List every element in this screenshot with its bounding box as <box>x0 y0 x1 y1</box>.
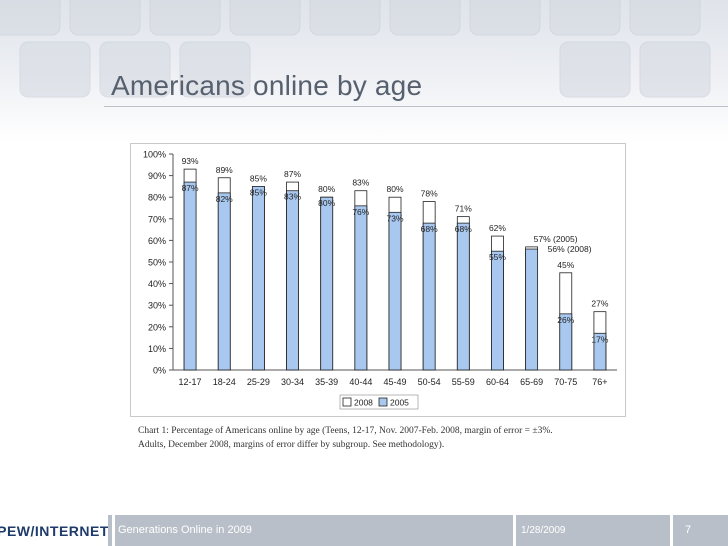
footer-title: Generations Online in 2009 <box>118 524 252 536</box>
bar-2005 <box>251 186 265 371</box>
data-label-2008: 62% <box>489 223 506 233</box>
bar-2005 <box>491 250 504 371</box>
data-label-2008: 80% <box>386 184 403 194</box>
y-tick-label: 80% <box>148 193 166 203</box>
legend-label-2005: 2005 <box>390 398 409 408</box>
bar-2005 <box>559 313 573 371</box>
legend-box <box>339 394 419 410</box>
data-label-2008: 57% (2005) <box>534 234 578 244</box>
y-tick-label: 40% <box>148 279 166 289</box>
title-divider <box>104 106 728 107</box>
y-tick-label: 30% <box>148 301 166 311</box>
data-label-2005: 76% <box>352 207 369 217</box>
data-label-2005: 82% <box>216 194 233 204</box>
x-tick-label: 25-29 <box>247 377 270 387</box>
y-tick-label: 70% <box>148 214 166 224</box>
bar-2005 <box>593 332 607 371</box>
data-label-2008: 78% <box>421 189 438 199</box>
x-tick-label: 50-54 <box>418 377 441 387</box>
legend-swatch-2005 <box>378 397 388 407</box>
data-label-2008: 45% <box>557 260 574 270</box>
bar-2005 <box>286 190 299 371</box>
data-label-2005: 73% <box>386 213 403 223</box>
bar-chart: 0% 10% 20% 30% 40% 50% 60% 70% 80% 90% 100% 12-17 93… <box>143 150 617 410</box>
y-tick-label: 60% <box>148 236 166 246</box>
x-tick-label: 55-59 <box>452 377 475 387</box>
data-label-2008: 89% <box>216 165 233 175</box>
y-tick-label: 10% <box>148 344 166 354</box>
caption-line-2: Adults, December 2008, margins of error … <box>138 440 445 450</box>
x-tick-label: 45-49 <box>383 377 406 387</box>
data-label-2008: 87% <box>284 169 301 179</box>
data-label-2008: 80% <box>318 184 335 194</box>
bar-2005 <box>354 205 368 371</box>
bar-2005 <box>183 181 197 371</box>
x-tick-label: 65-69 <box>520 377 543 387</box>
footer-bar <box>108 515 728 546</box>
data-label-2005: 85% <box>250 187 267 197</box>
bar-2005 <box>456 222 470 371</box>
y-tick-label: 90% <box>148 171 166 181</box>
data-label-2005: 55% <box>489 252 506 262</box>
x-tick-label: 60-64 <box>486 377 509 387</box>
bar-2005 <box>320 196 334 371</box>
data-label-2008: 85% <box>250 173 267 183</box>
legend-label-2008: 2008 <box>354 398 373 408</box>
page-number: 7 <box>685 524 692 536</box>
x-tick-label: 12-17 <box>179 377 202 387</box>
bar-2005 <box>388 211 402 371</box>
legend-swatch-2008 <box>342 397 352 407</box>
data-label-2008: 71% <box>455 204 472 214</box>
x-tick-label: 30-34 <box>281 377 304 387</box>
data-label-2005: 87% <box>182 183 199 193</box>
data-label-2005: 56% (2008) <box>548 244 592 254</box>
y-tick-label: 50% <box>148 258 166 268</box>
bar-2005 <box>217 192 231 371</box>
data-label-2008: 83% <box>352 178 369 188</box>
y-tick-label: 100% <box>143 150 166 160</box>
keyboard-background <box>0 0 711 98</box>
y-tick-label: 20% <box>148 322 166 332</box>
x-tick-label: 35-39 <box>315 377 338 387</box>
footer-date: 1/28/2009 <box>521 525 566 536</box>
data-label-2008: 27% <box>591 299 608 309</box>
x-tick-label: 40-44 <box>349 377 372 387</box>
chart-frame: 0% 10% 20% 30% 40% 50% 60% 70% 80% 90% 100% 12-17 93… <box>130 143 626 417</box>
data-label-2005: 68% <box>421 224 438 234</box>
data-label-2005: 26% <box>557 315 574 325</box>
x-tick-label: 70-75 <box>554 377 577 387</box>
x-tick-label: 18-24 <box>213 377 236 387</box>
pew-internet-logo: PEW/INTERNET <box>0 522 109 539</box>
y-tick-label: 0% <box>153 366 166 376</box>
x-tick-label: 76+ <box>592 377 607 387</box>
footer-divider <box>513 515 516 546</box>
bar-2005 <box>422 222 436 371</box>
slide-title: Americans online by age <box>111 70 423 101</box>
bar-2005 <box>525 248 539 371</box>
footer-divider <box>112 515 115 546</box>
data-label-2005: 17% <box>591 334 608 344</box>
chart-caption: Chart 1: Percentage of Americans online … <box>138 424 618 452</box>
caption-line-1: Chart 1: Percentage of Americans online … <box>138 426 553 436</box>
data-label-2008: 93% <box>182 156 199 166</box>
footer-divider <box>670 515 673 546</box>
data-label-2005: 68% <box>455 224 472 234</box>
data-label-2005: 83% <box>284 192 301 202</box>
data-label-2005: 80% <box>318 198 335 208</box>
